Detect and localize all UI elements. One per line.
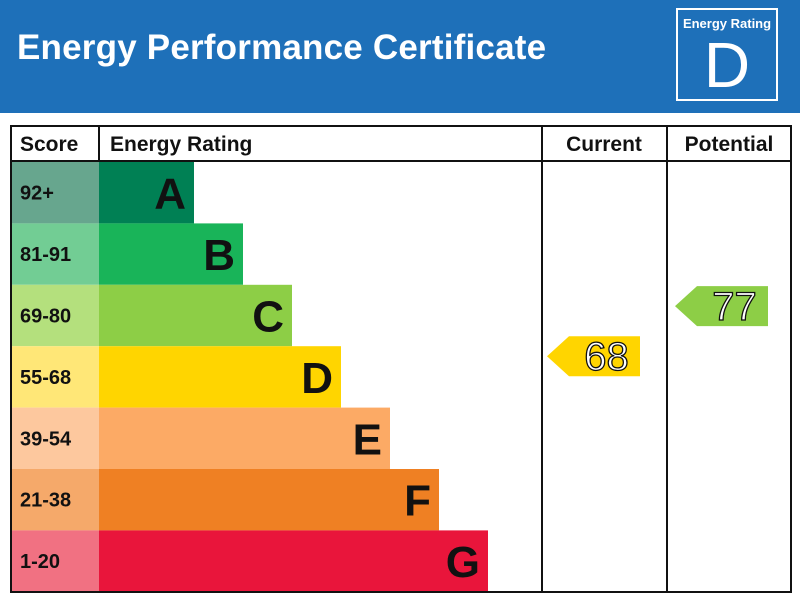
band-letter-d: D xyxy=(301,354,333,403)
table-grid xyxy=(10,125,792,593)
band-bar-g xyxy=(99,530,488,592)
energy-rating-column-header: Energy Rating xyxy=(110,133,252,156)
energy-rating-badge: Energy Rating D xyxy=(676,8,778,101)
score-range-e: 39-54 xyxy=(20,428,72,450)
badge-letter: D xyxy=(703,29,751,101)
band-letter-a: A xyxy=(154,170,186,219)
score-cell-c xyxy=(11,284,99,347)
score-cell-a xyxy=(11,162,99,224)
rating-bands: 92+ A 81-91 B 69-80 C 55-68 D 39-54 E 21-38 F 1-20 G xyxy=(11,162,488,592)
score-range-f: 21-38 xyxy=(20,490,71,512)
score-cell-d xyxy=(11,346,99,408)
page-title: Energy Performance Certificate xyxy=(17,28,547,67)
band-letter-f: F xyxy=(404,477,431,526)
current-rating-value: 68 xyxy=(584,335,629,379)
current-column-header: Current xyxy=(566,133,642,156)
band-bar-c xyxy=(99,284,292,347)
band-letter-b: B xyxy=(203,231,235,280)
band-letter-e: E xyxy=(353,415,382,464)
score-range-d: 55-68 xyxy=(20,367,71,389)
band-bar-e xyxy=(99,407,390,469)
score-cell-e xyxy=(11,407,99,469)
score-range-b: 81-91 xyxy=(20,244,71,266)
current-rating-arrow xyxy=(547,336,640,377)
potential-column-header: Potential xyxy=(685,133,774,156)
score-range-g: 1-20 xyxy=(20,551,60,573)
score-cell-g xyxy=(11,530,99,592)
score-range-c: 69-80 xyxy=(20,306,71,328)
band-letter-c: C xyxy=(252,293,284,342)
score-range-a: 92+ xyxy=(20,183,54,205)
band-bar-b xyxy=(99,223,243,285)
band-bar-d xyxy=(99,346,341,408)
potential-rating-value: 77 xyxy=(712,285,757,329)
badge-label: Energy Rating xyxy=(682,16,772,31)
rating-pointers: 68 77 xyxy=(547,284,768,380)
score-cell-f xyxy=(11,469,99,531)
epc-rating-chart: 92+ A81-91 B69-80 C55-68 D39-54 E21-38 F1-20 G … xyxy=(10,125,792,593)
score-column-header: Score xyxy=(20,133,78,156)
header-bar: Energy Performance Certificate Energy Ra… xyxy=(0,0,800,113)
band-letter-g: G xyxy=(446,538,480,587)
potential-rating-arrow xyxy=(675,286,768,327)
band-bar-f xyxy=(99,469,439,531)
band-bar-a xyxy=(99,162,194,224)
score-cell-b xyxy=(11,223,99,285)
